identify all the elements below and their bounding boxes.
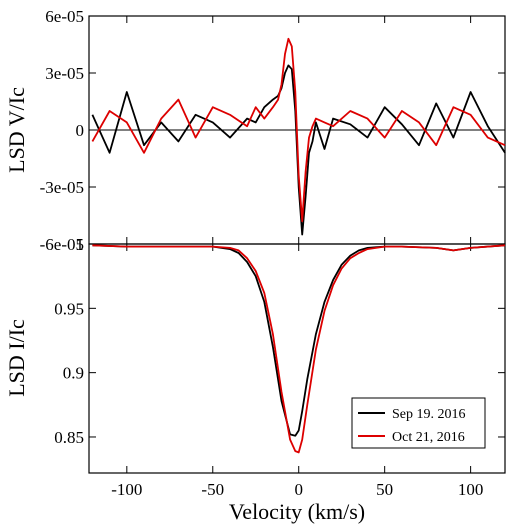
- bottom-series-group: [92, 244, 506, 454]
- top-panel: -6e-05 -3e-05 0 3e-05 6e-05 LSD V/Ic: [4, 7, 506, 254]
- bottom-x-tick-label: 0: [294, 480, 303, 499]
- bottom-y-ticks: 0.85 0.9 0.95 1: [54, 235, 505, 447]
- x-axis-title: Velocity (km/s): [229, 499, 365, 524]
- legend-label-sep: Sep 19. 2016: [392, 407, 466, 422]
- bottom-y-tick-label: 0.85: [54, 428, 84, 447]
- bottom-y-tick-label: 0.9: [63, 364, 84, 383]
- bottom-x-tick-label: -100: [111, 480, 142, 499]
- top-y-axis-title: LSD V/Ic: [4, 87, 29, 173]
- bottom-x-tick-label: -50: [201, 480, 224, 499]
- legend: Sep 19. 2016 Oct 21, 2016: [351, 397, 486, 449]
- bottom-series-line-1: [92, 244, 506, 454]
- top-series-line-0: [91, 64, 506, 236]
- top-y-tick-label: 3e-05: [45, 64, 84, 83]
- bottom-x-tick-label: 100: [458, 480, 484, 499]
- legend-label-oct: Oct 21, 2016: [392, 430, 465, 445]
- top-series-line-1: [91, 37, 506, 223]
- legend-box: [351, 397, 486, 449]
- bottom-x-tick-label: 50: [376, 480, 393, 499]
- bottom-x-ticks: -100 -50 0 50 100: [111, 244, 483, 499]
- top-y-ticks: -6e-05 -3e-05 0 3e-05 6e-05: [40, 7, 505, 254]
- top-y-tick-label: 6e-05: [45, 7, 84, 26]
- bottom-y-tick-label: 0.95: [54, 299, 84, 318]
- top-series-group: [91, 37, 506, 236]
- top-y-tick-label: -3e-05: [40, 178, 84, 197]
- bottom-y-axis-title: LSD I/Ic: [4, 319, 29, 397]
- top-y-tick-label: 0: [76, 121, 85, 140]
- bottom-panel: 0.85 0.9 0.95 1 -100 -50 0 50 100 LSD I/Ic Velo…: [4, 235, 506, 524]
- top-y-tick-label: -6e-05: [40, 235, 84, 254]
- top-x-ticks: [126, 16, 472, 244]
- bottom-y-tick-label: 1: [76, 235, 85, 254]
- bottom-plot-frame: [88, 243, 506, 474]
